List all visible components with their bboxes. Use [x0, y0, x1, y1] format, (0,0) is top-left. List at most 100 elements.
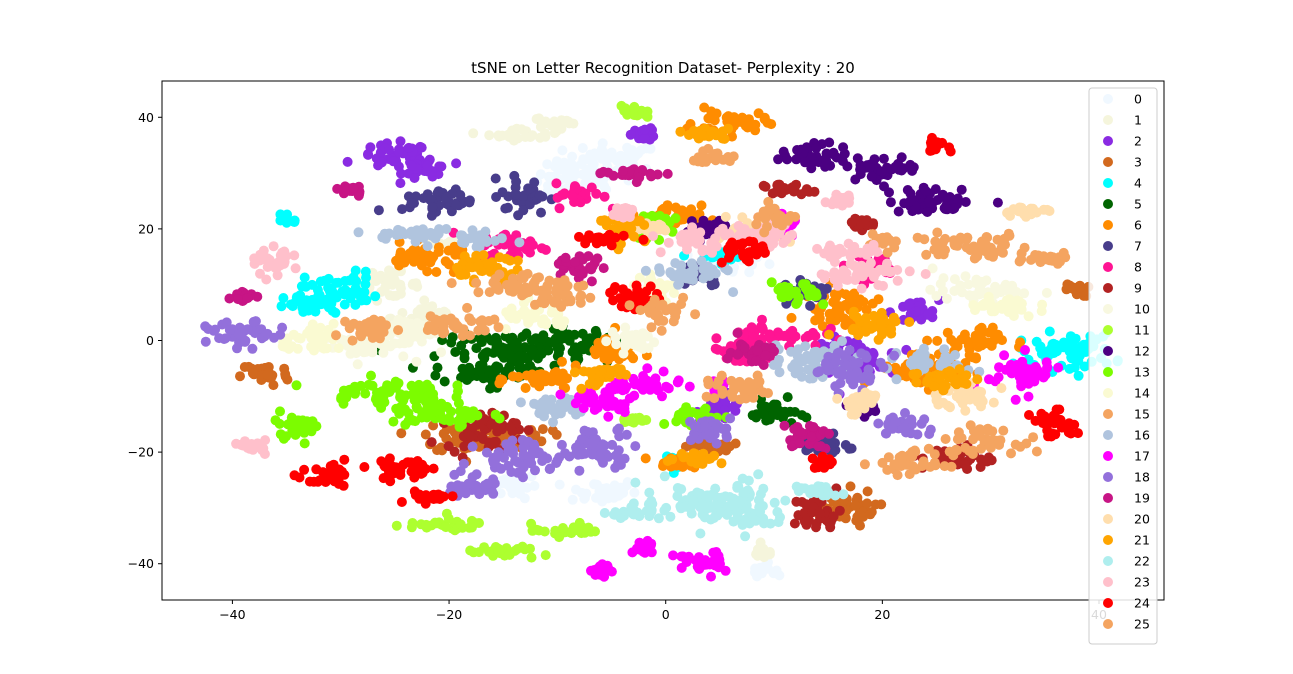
- scatter-point: [433, 242, 444, 253]
- scatter-point: [523, 425, 534, 436]
- scatter-point: [514, 362, 525, 373]
- scatter-point: [710, 343, 721, 354]
- scatter-point: [478, 373, 489, 384]
- scatter-point: [996, 383, 1007, 394]
- scatter-point: [992, 197, 1003, 208]
- scatter-point: [695, 528, 706, 539]
- scatter-point: [830, 298, 841, 309]
- scatter-point: [293, 292, 304, 303]
- scatter-point: [709, 450, 720, 461]
- scatter-point: [422, 160, 433, 171]
- scatter-point: [630, 441, 641, 452]
- scatter-point: [808, 422, 819, 432]
- scatter-point: [526, 552, 537, 563]
- scatter-point: [546, 307, 557, 318]
- scatter-point: [876, 166, 887, 177]
- scatter-point: [806, 431, 817, 442]
- scatter-point: [796, 483, 807, 494]
- scatter-point: [583, 251, 594, 262]
- scatter-point: [422, 404, 433, 415]
- scatter-point: [656, 220, 667, 231]
- scatter-point: [468, 128, 479, 139]
- scatter-point: [406, 522, 417, 533]
- scatter-point: [474, 489, 485, 500]
- scatter-point: [410, 326, 421, 337]
- scatter-point: [285, 299, 296, 310]
- scatter-point: [814, 508, 825, 519]
- scatter-point: [813, 441, 824, 452]
- scatter-point: [676, 484, 687, 495]
- scatter-point: [811, 143, 822, 154]
- scatter-point: [597, 153, 608, 164]
- scatter-point: [430, 370, 441, 381]
- scatter-point: [994, 362, 1004, 373]
- scatter-point: [892, 265, 903, 275]
- scatter-point: [379, 388, 390, 399]
- scatter-point: [892, 275, 903, 286]
- scatter-point: [923, 358, 934, 369]
- scatter-point: [845, 481, 856, 492]
- scatter-point: [893, 206, 904, 217]
- scatter-point: [279, 212, 290, 223]
- scatter-point: [291, 380, 302, 391]
- scatter-point: [630, 379, 640, 390]
- scatter-point: [496, 349, 507, 360]
- scatter-point: [567, 494, 578, 505]
- scatter-point: [486, 419, 497, 430]
- scatter-point: [790, 331, 801, 342]
- scatter-point: [800, 341, 811, 352]
- scatter-point: [1064, 363, 1075, 374]
- scatter-point: [262, 369, 273, 380]
- scatter-point: [336, 392, 347, 403]
- scatter-point: [960, 405, 971, 416]
- scatter-point: [696, 453, 707, 464]
- scatter-point: [314, 475, 325, 486]
- scatter-point: [595, 168, 606, 179]
- scatter-point: [412, 311, 423, 322]
- scatter-point: [625, 129, 636, 140]
- scatter-point: [922, 335, 933, 346]
- scatter-point: [882, 258, 892, 269]
- scatter-point: [824, 428, 834, 439]
- scatter-point: [912, 429, 923, 440]
- scatter-point: [1075, 282, 1085, 293]
- scatter-point: [540, 128, 551, 139]
- scatter-point: [515, 350, 526, 361]
- scatter-point: [757, 324, 768, 335]
- scatter-point: [395, 283, 406, 294]
- scatter-point: [675, 126, 686, 137]
- scatter-point: [634, 172, 645, 183]
- scatter-point: [288, 329, 299, 340]
- scatter-point: [929, 449, 940, 460]
- scatter-point: [315, 339, 326, 350]
- scatter-point: [737, 212, 748, 223]
- scatter-point: [483, 546, 494, 557]
- scatter-point: [710, 233, 721, 244]
- scatter-point: [759, 114, 770, 125]
- scatter-point: [412, 456, 423, 466]
- scatter-point: [443, 441, 454, 452]
- scatter-point: [455, 190, 466, 200]
- scatter-point: [576, 449, 587, 460]
- scatter-point: [630, 477, 641, 488]
- scatter-point: [757, 566, 768, 576]
- scatter-point: [971, 333, 982, 344]
- scatter-point: [832, 249, 843, 260]
- scatter-point: [491, 192, 502, 202]
- scatter-point: [823, 244, 834, 255]
- scatter-point: [624, 393, 635, 404]
- scatter-point: [904, 317, 915, 327]
- scatter-point: [548, 417, 558, 428]
- scatter-point: [586, 182, 597, 193]
- scatter-point: [722, 509, 733, 520]
- scatter-point: [506, 467, 517, 477]
- scatter-point: [554, 329, 565, 340]
- scatter-point: [421, 522, 432, 533]
- scatter-point: [741, 504, 752, 515]
- scatter-point: [834, 505, 845, 516]
- scatter-point: [746, 322, 757, 333]
- scatter-point: [527, 525, 538, 536]
- scatter-point: [676, 551, 687, 562]
- scatter-point: [552, 124, 563, 135]
- scatter-point: [399, 404, 410, 415]
